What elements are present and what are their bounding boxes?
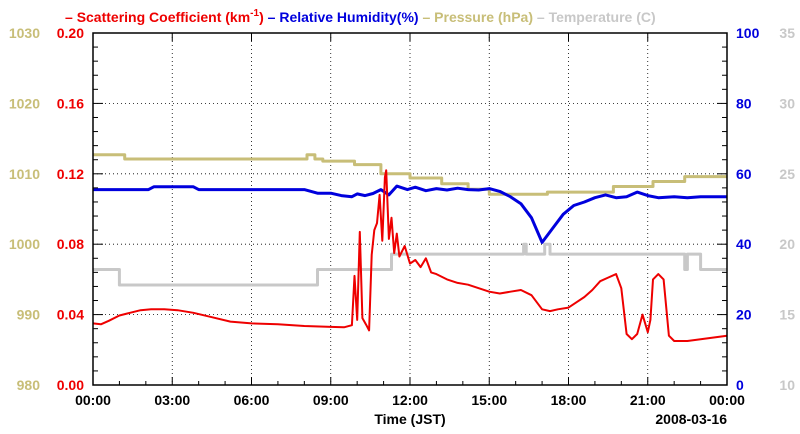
pressure-axis-tick-label: 1010 — [9, 166, 40, 182]
humidity-axis-tick-label: 0 — [736, 377, 744, 393]
x-tick-label: 06:00 — [234, 392, 270, 408]
series-layer — [92, 153, 728, 342]
legend-entry-3: Temperature (C) — [549, 9, 656, 25]
temperature-axis-tick-label: 15 — [779, 307, 795, 323]
scattering-axis-tick-label: 0.00 — [57, 377, 84, 393]
humidity-axis-tick-label: 60 — [736, 166, 752, 182]
humidity-axis-tick-label: 20 — [736, 307, 752, 323]
pressure-axis-tick-label: 1020 — [9, 95, 40, 111]
x-tick-label: 00:00 — [709, 392, 745, 408]
x-axis-label: Time (JST) — [374, 411, 445, 427]
x-tick-label: 15:00 — [471, 392, 507, 408]
series-line-pressure — [93, 153, 727, 196]
x-tick-label: 03:00 — [154, 392, 190, 408]
humidity-axis-tick-label: 80 — [736, 95, 752, 111]
legend-dash-marker: – — [419, 9, 435, 25]
temperature-axis-tick-label: 10 — [779, 377, 795, 393]
chart-grid — [93, 33, 727, 385]
chart-legend: – Scattering Coefficient (km-1) – Relati… — [65, 8, 656, 25]
legend-dash-marker: – — [264, 9, 280, 25]
legend-entry-1: Relative Humidity(%) — [279, 9, 418, 25]
temperature-axis-tick-label: 25 — [779, 166, 795, 182]
x-tick-label: 00:00 — [75, 392, 111, 408]
scattering-axis-tick-label: 0.20 — [57, 25, 84, 41]
legend-tail: ) — [259, 9, 264, 25]
legend-entry-2: Pressure (hPa) — [434, 9, 533, 25]
temperature-axis-tick-label: 35 — [779, 25, 795, 41]
scattering-axis-tick-label: 0.16 — [57, 95, 84, 111]
x-tick-label: 18:00 — [551, 392, 587, 408]
pressure-axis-tick-label: 980 — [17, 377, 41, 393]
x-tick-label: 09:00 — [313, 392, 349, 408]
legend-superscript: -1 — [250, 8, 259, 19]
series-line-scattering — [92, 169, 728, 342]
series-line-humidity — [93, 184, 727, 244]
temperature-axis-tick-label: 30 — [779, 95, 795, 111]
x-tick-label: 21:00 — [630, 392, 666, 408]
humidity-axis-tick-label: 40 — [736, 236, 752, 252]
scattering-axis-tick-label: 0.08 — [57, 236, 84, 252]
legend-dash-marker: – — [533, 9, 549, 25]
legend-dash-marker: – — [65, 9, 77, 25]
scattering-axis-tick-label: 0.04 — [57, 307, 84, 323]
scattering-axis-tick-label: 0.12 — [57, 166, 84, 182]
pressure-axis-tick-label: 1000 — [9, 236, 40, 252]
legend-entry-0: Scattering Coefficient (km — [77, 9, 250, 25]
pressure-axis-tick-label: 1030 — [9, 25, 40, 41]
series-line-temperature — [93, 242, 727, 287]
pressure-axis-tick-label: 990 — [17, 307, 41, 323]
axis-ticks: 00:00 03:00 06:00 09:00 12:00 15:00 18:00 21:00… — [9, 25, 795, 408]
legend-text: – Scattering Coefficient (km-1) – Relati… — [65, 8, 656, 25]
x-tick-label: 12:00 — [392, 392, 428, 408]
date-label: 2008-03-16 — [655, 411, 727, 427]
temperature-axis-tick-label: 20 — [779, 236, 795, 252]
humidity-axis-tick-label: 100 — [736, 25, 760, 41]
